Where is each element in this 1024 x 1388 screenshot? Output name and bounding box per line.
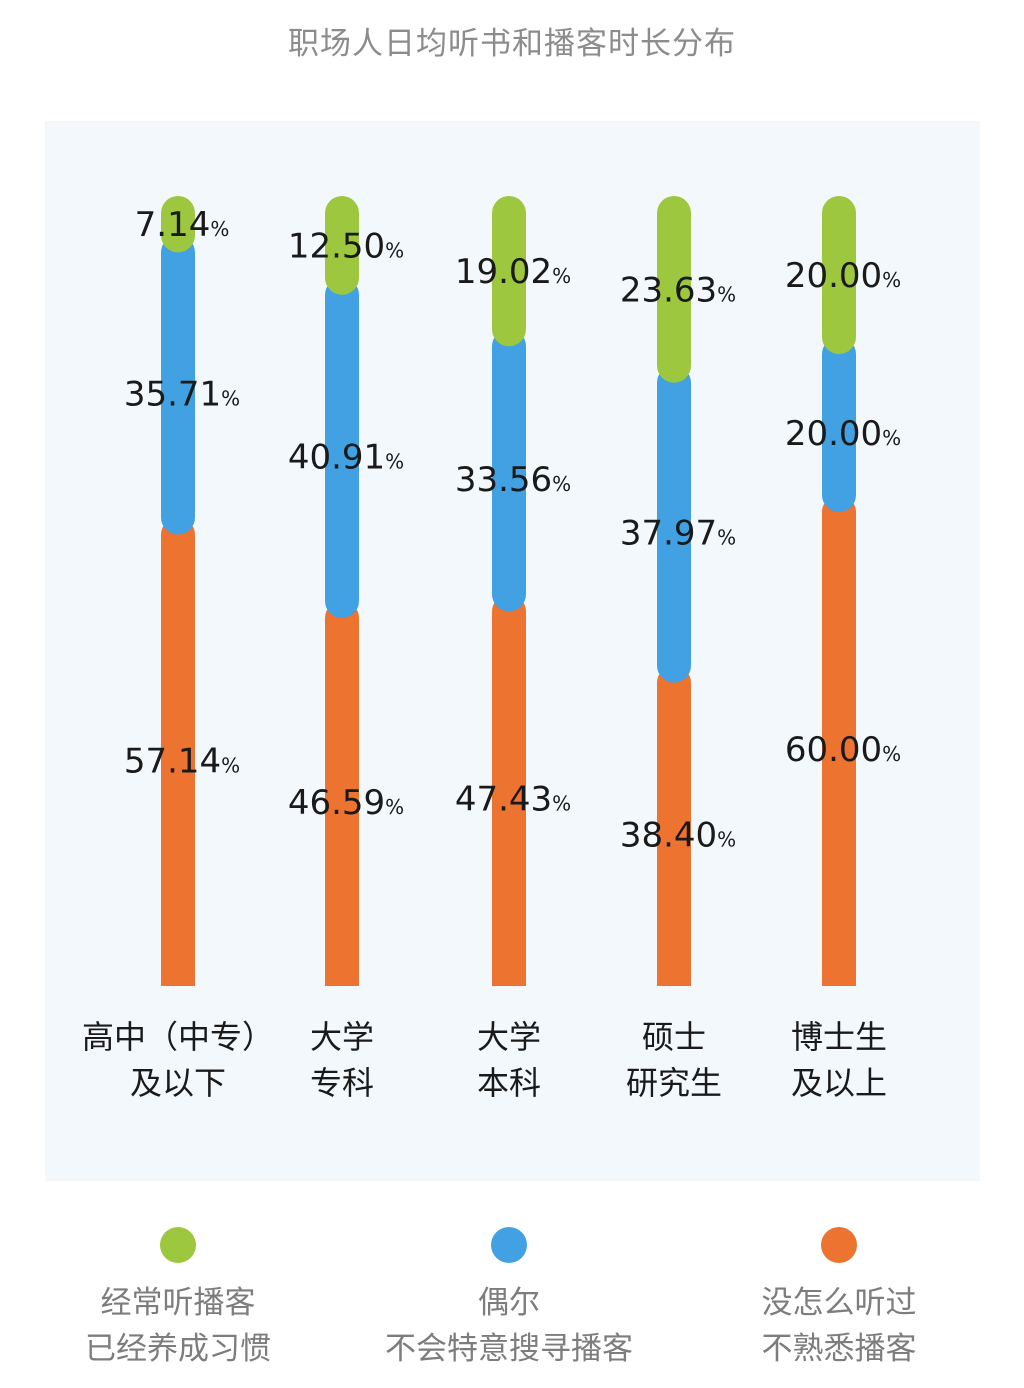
label-occasional-4: 20.00% [785,414,901,454]
label-frequent-1: 12.50% [288,226,404,266]
segment-rarely-body [325,617,359,986]
category-label-1-1: 专科 [310,1064,374,1102]
category-label-0-1: 及以下 [130,1064,226,1102]
chart-title: 职场人日均听书和播客时长分布 [288,26,736,62]
segment-occasional-1 [325,277,359,618]
label-rarely-2: 47.43% [455,780,571,820]
label-rarely-1: 46.59% [288,783,404,823]
legend-dot-2 [821,1227,857,1263]
label-frequent-2: 19.02% [455,252,571,292]
category-label-4-1: 及以上 [791,1064,887,1102]
label-frequent-4: 20.00% [785,256,901,296]
segment-occasional-body [325,277,359,618]
legend-label-line: 不会特意搜寻播客 [385,1331,633,1367]
label-frequent-3: 23.63% [620,270,736,310]
segment-frequent-1 [325,196,359,295]
segment-frequent-0 [161,196,195,253]
category-label-1-0: 大学 [310,1018,374,1056]
legend-label-line: 没怎么听过 [761,1285,917,1321]
segment-occasional-0 [161,235,195,535]
segment-occasional-body [161,235,195,535]
category-label-2-0: 大学 [477,1018,541,1056]
category-label-0-0: 高中（中专） [82,1018,274,1056]
segment-frequent-body [325,196,359,295]
stacked-bar-chart: 7.14% 35.71% 57.14% 高中（中专） 及以下 12.50% 40.91% 46… [82,196,901,1102]
legend-label-1: 偶尔不会特意搜寻播客 [349,1280,669,1372]
segment-occasional-body [492,329,526,612]
legend-label-0: 经常听播客已经养成习惯 [18,1280,338,1372]
legend-label-line: 已经养成习惯 [85,1331,271,1367]
segment-occasional-body [657,365,691,683]
label-frequent-0: 7.14% [135,205,230,245]
segment-frequent-body [657,196,691,383]
segment-frequent-2 [492,196,526,347]
segment-frequent-body [161,196,195,253]
label-occasional-2: 33.56% [455,460,571,500]
legend-dot-0 [160,1227,196,1263]
segment-rarely-body [822,512,856,986]
label-rarely-3: 38.40% [620,815,736,855]
segment-frequent-body [822,196,856,354]
segment-occasional-2 [492,329,526,612]
legend-dot-1 [491,1227,527,1263]
segment-frequent-body [492,196,526,347]
segment-occasional-body [822,337,856,512]
legend-label-line: 经常听播客 [100,1285,256,1321]
segment-occasional-3 [657,365,691,683]
label-occasional-3: 37.97% [620,514,736,554]
category-label-3-1: 研究生 [626,1064,722,1102]
category-label-3-0: 硕士 [642,1018,706,1056]
legend-label-2: 没怎么听过不熟悉播客 [679,1280,999,1372]
segment-rarely-body [161,534,195,986]
segment-rarely-body [492,611,526,986]
label-occasional-1: 40.91% [288,437,404,477]
category-label-2-1: 本科 [477,1064,541,1102]
label-occasional-0: 35.71% [124,374,240,414]
segment-rarely-0 [161,517,195,986]
segment-frequent-4 [822,196,856,354]
legend-label-line: 不熟悉播客 [761,1331,917,1367]
legend-label-line: 偶尔 [478,1285,540,1321]
segment-occasional-4 [822,337,856,512]
label-rarely-0: 57.14% [124,741,240,781]
segment-frequent-3 [657,196,691,383]
segment-rarely-body [657,682,691,986]
category-label-4-0: 博士生 [791,1018,887,1056]
label-rarely-4: 60.00% [785,730,901,770]
